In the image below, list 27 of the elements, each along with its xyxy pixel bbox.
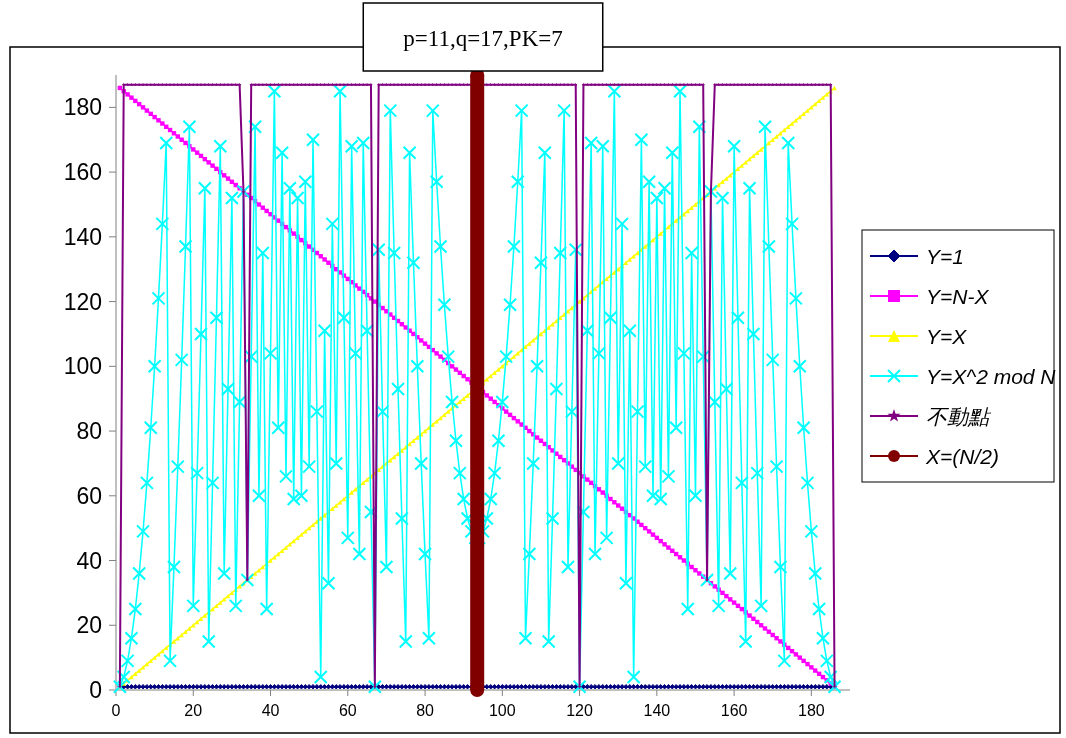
y-tick-label: 180 — [63, 94, 102, 121]
x-tick-label: 20 — [184, 702, 203, 719]
y-tick-label: 60 — [76, 482, 102, 509]
y-tick-label: 20 — [76, 612, 102, 639]
x-tick-label: 120 — [566, 702, 594, 719]
x-tick-label: 140 — [643, 702, 671, 719]
y-tick-label: 100 — [63, 353, 102, 380]
legend-label: Y=1 — [926, 244, 964, 268]
x-tick-label: 60 — [338, 702, 357, 719]
legend-label: 不動點 — [926, 404, 992, 428]
y-tick-label: 40 — [76, 547, 102, 574]
x-tick-label: 180 — [798, 702, 825, 719]
y-tick-label: 120 — [63, 288, 102, 315]
legend-label: Y=X^2 mod N — [926, 364, 1057, 388]
y-tick-label: 160 — [63, 159, 102, 186]
legend-label: X=(N/2) — [925, 444, 999, 468]
x-tick-label: 80 — [416, 702, 435, 719]
legend-label: Y=X — [926, 324, 968, 348]
x-tick-label: 160 — [720, 702, 748, 719]
x-tick-label: 40 — [261, 702, 280, 719]
legend-label: Y=N-X — [926, 284, 990, 308]
x-tick-label: 0 — [111, 702, 121, 719]
y-tick-label: 0 — [89, 677, 102, 703]
x-tick-label: 100 — [488, 702, 516, 719]
y-tick-label: 140 — [63, 223, 102, 250]
chart-title: p=11,q=17,PK=7 — [403, 25, 563, 51]
y-tick-label: 80 — [76, 418, 102, 445]
